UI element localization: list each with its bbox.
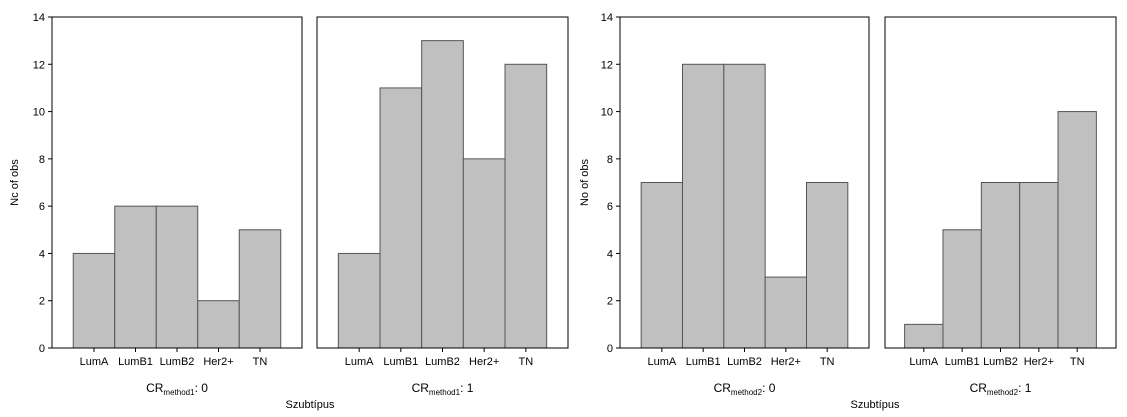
- x-tick-label: LumB1: [118, 356, 153, 368]
- y-tick-label: 4: [607, 248, 613, 260]
- panel-label-subscript: method1: [429, 388, 461, 397]
- x-tick-label: LumA: [80, 356, 109, 368]
- x-tick-label: Her2+: [1024, 356, 1054, 368]
- x-axis-label-right: Szubtípus: [851, 399, 900, 411]
- bar-her2: [1019, 182, 1059, 349]
- x-tick-label: LumB2: [160, 356, 195, 368]
- x-tick-label: LumB2: [727, 356, 762, 368]
- plot-frame: [51, 16, 303, 349]
- bar-tn: [504, 63, 548, 349]
- x-tick-label: Her2+: [771, 356, 801, 368]
- panel-label-value: : 1: [460, 381, 474, 395]
- bar-luma: [72, 252, 116, 349]
- y-tick-label: 8: [607, 154, 613, 166]
- panel-label-main: CR: [146, 381, 164, 395]
- panel-label-subscript: method2: [731, 388, 763, 397]
- y-tick-label: 0: [39, 343, 45, 355]
- panel-label: CRmethod1: 1: [412, 381, 474, 397]
- panel-label-subscript: method1: [163, 388, 195, 397]
- x-tick-label: Her2+: [203, 356, 233, 368]
- bar-her2: [462, 158, 506, 349]
- panel-label-value: : 0: [195, 381, 209, 395]
- bar-her2: [197, 300, 240, 349]
- x-tick-label: LumA: [647, 356, 676, 368]
- y-tick-label: 8: [39, 154, 45, 166]
- panel-label-main: CR: [970, 381, 988, 395]
- bar-lumb1: [379, 87, 423, 349]
- y-tick-label: 2: [39, 296, 45, 308]
- panel-label-main: CR: [412, 381, 430, 395]
- panel-label: CRmethod1: 0: [146, 381, 208, 397]
- x-tick-label: LumA: [345, 356, 374, 368]
- y-tick-label: 4: [39, 248, 45, 260]
- bar-lumb2: [421, 40, 464, 349]
- bar-her2: [764, 276, 807, 349]
- panel-4: LumA LumB1 LumB2 Her2+ TN CRmethod2: 1: [884, 16, 1117, 397]
- bar-tn: [238, 229, 282, 349]
- x-tick-label: LumB2: [983, 356, 1018, 368]
- y-tick-label: 0: [607, 343, 613, 355]
- x-tick-label: LumB1: [945, 356, 980, 368]
- bar-lumb1: [942, 229, 982, 349]
- x-tick-label: LumB2: [425, 356, 460, 368]
- bar-luma: [337, 252, 381, 349]
- bar-luma: [640, 182, 683, 349]
- x-tick-label: LumB1: [383, 356, 418, 368]
- panel-label: CRmethod2: 0: [714, 381, 776, 397]
- bar-lumb1: [114, 205, 157, 349]
- panel-3: LumA LumB1 LumB2 Her2+ TN 0 2 4 6 8 10 12 14 No of ob…: [579, 12, 870, 397]
- y-tick-label: 12: [601, 59, 613, 71]
- panel-label-main: CR: [714, 381, 732, 395]
- bar-lumb2: [980, 182, 1021, 349]
- plot-frame: [619, 16, 870, 349]
- panel-label-value: : 1: [1018, 381, 1032, 395]
- x-tick-label: LumA: [909, 356, 938, 368]
- bar-tn: [806, 182, 849, 349]
- x-tick-label: LumB1: [686, 356, 721, 368]
- panel-label-subscript: method2: [987, 388, 1019, 397]
- bar-lumb2: [155, 205, 199, 349]
- y-tick-label: 14: [33, 12, 45, 24]
- x-tick-label: Her2+: [469, 356, 499, 368]
- bar-tn: [1057, 111, 1097, 349]
- x-tick-label: TN: [518, 356, 533, 368]
- plot-frame: [884, 16, 1117, 349]
- y-axis-label: No of obs: [579, 158, 591, 206]
- y-tick-label: 14: [601, 12, 613, 24]
- plot-frame: [316, 16, 569, 349]
- x-tick-label: TN: [820, 356, 835, 368]
- bar-lumb2: [723, 63, 766, 349]
- y-tick-label: 10: [33, 107, 45, 119]
- bar-luma: [904, 323, 944, 349]
- y-tick-label: 6: [39, 201, 45, 213]
- panel-label-value: : 0: [762, 381, 776, 395]
- y-tick-label: 10: [601, 107, 613, 119]
- y-tick-label: 12: [33, 59, 45, 71]
- y-tick-label: 2: [607, 296, 613, 308]
- panel-2: LumA LumB1 LumB2 Her2+ TN CRmethod1: 1: [316, 16, 569, 397]
- y-tick-label: 6: [607, 201, 613, 213]
- y-axis-label: Nc of obs: [9, 159, 21, 206]
- panel-1: LumA LumB1 LumB2 Her2+ TN 0 2 4 6 8 10 12 14 Nc of ob…: [9, 12, 303, 397]
- bar-lumb1: [682, 63, 725, 349]
- x-tick-label: TN: [253, 356, 268, 368]
- x-tick-label: TN: [1070, 356, 1085, 368]
- panel-label: CRmethod2: 1: [970, 381, 1032, 397]
- x-axis-label-left: Szubtípus: [286, 399, 335, 411]
